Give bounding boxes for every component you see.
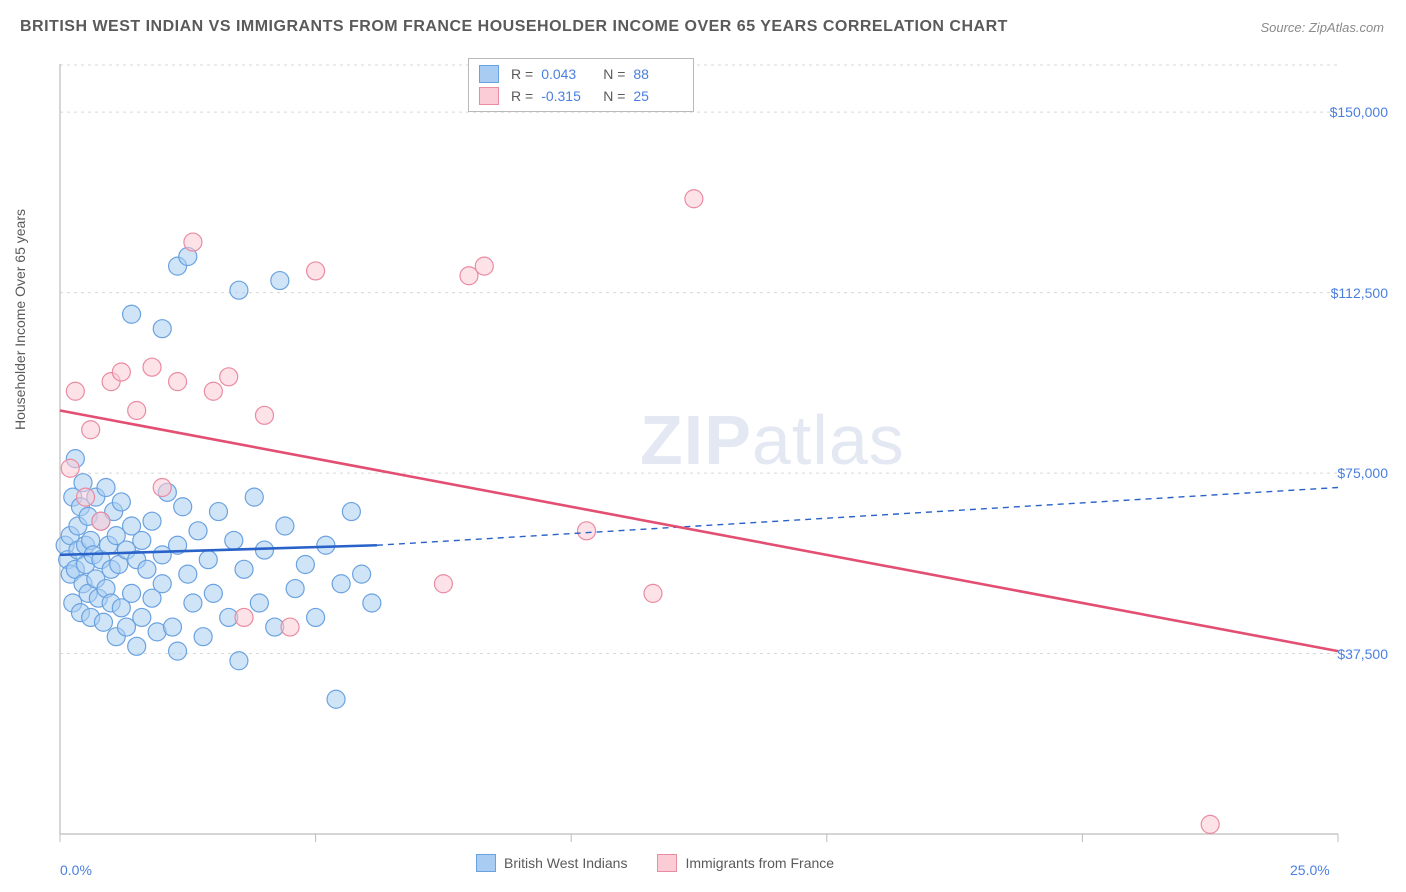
chart-title: BRITISH WEST INDIAN VS IMMIGRANTS FROM F… bbox=[20, 18, 1008, 36]
stats-legend-row: R = -0.315 N = 25 bbox=[479, 85, 683, 107]
stats-legend: R = 0.043 N = 88R = -0.315 N = 25 bbox=[468, 58, 694, 112]
legend-swatch bbox=[479, 87, 499, 105]
y-tick-label: $75,000 bbox=[1337, 465, 1388, 481]
stat-r-label: R = bbox=[511, 66, 533, 82]
chart-area bbox=[52, 54, 1382, 844]
legend-label: Immigrants from France bbox=[685, 855, 834, 871]
stat-r-label: R = bbox=[511, 88, 533, 104]
x-tick-label: 0.0% bbox=[60, 862, 92, 878]
stat-r-value: -0.315 bbox=[541, 88, 591, 104]
y-tick-label: $37,500 bbox=[1337, 646, 1388, 662]
legend-swatch bbox=[657, 854, 677, 872]
source-label: Source: ZipAtlas.com bbox=[1260, 20, 1384, 35]
y-tick-label: $112,500 bbox=[1331, 285, 1388, 301]
stat-r-value: 0.043 bbox=[541, 66, 591, 82]
y-tick-label: $150,000 bbox=[1330, 104, 1388, 120]
legend-item: Immigrants from France bbox=[657, 854, 834, 872]
stat-n-value: 25 bbox=[633, 88, 683, 104]
y-axis-label: Householder Income Over 65 years bbox=[12, 209, 28, 430]
legend-swatch bbox=[479, 65, 499, 83]
legend-item: British West Indians bbox=[476, 854, 627, 872]
stats-legend-row: R = 0.043 N = 88 bbox=[479, 63, 683, 85]
scatter-chart bbox=[52, 54, 1382, 844]
x-tick-label: 25.0% bbox=[1290, 862, 1330, 878]
stat-n-value: 88 bbox=[633, 66, 683, 82]
legend-swatch bbox=[476, 854, 496, 872]
stat-n-label: N = bbox=[603, 66, 625, 82]
stat-n-label: N = bbox=[603, 88, 625, 104]
series-legend: British West Indians Immigrants from Fran… bbox=[476, 854, 834, 872]
legend-label: British West Indians bbox=[504, 855, 627, 871]
